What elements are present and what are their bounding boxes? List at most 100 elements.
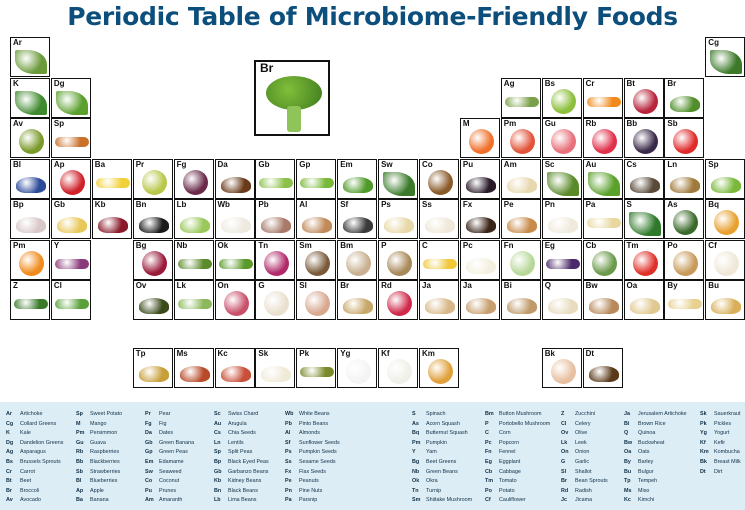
element-cell-by[interactable]: By	[664, 280, 705, 320]
element-cell-ar[interactable]: Ar	[10, 37, 50, 77]
element-cell-co[interactable]: Co	[419, 158, 459, 199]
element-cell-rb[interactable]: Rb	[582, 118, 623, 158]
element-cell-sk[interactable]: Sk	[255, 348, 296, 388]
element-cell-k[interactable]: K	[10, 77, 50, 118]
element-cell-as[interactable]: As	[664, 199, 705, 239]
element-cell-cr[interactable]: Cr	[582, 77, 623, 118]
element-cell-po[interactable]: Po	[664, 239, 705, 280]
element-cell-ms[interactable]: Ms	[173, 348, 214, 388]
featured-element-broccoli[interactable]: Br	[254, 60, 330, 136]
element-cell-br[interactable]: Br	[337, 280, 378, 320]
element-cell-oa[interactable]: Oa	[623, 280, 664, 320]
element-cell-gu[interactable]: Gu	[541, 118, 582, 158]
element-cell-kc[interactable]: Kc	[214, 348, 255, 388]
element-cell-am[interactable]: Am	[500, 158, 541, 199]
element-cell-ln[interactable]: Ln	[664, 158, 705, 199]
element-cell-fn[interactable]: Fn	[500, 239, 541, 280]
element-cell-gb[interactable]: Gb	[50, 199, 91, 239]
element-cell-pb[interactable]: Pb	[255, 199, 296, 239]
element-cell-sf[interactable]: Sf	[337, 199, 378, 239]
element-cell-z[interactable]: Z	[10, 280, 50, 320]
element-cell-dt[interactable]: Dt	[582, 348, 623, 388]
element-cell-sc[interactable]: Sc	[541, 158, 582, 199]
element-cell-tn[interactable]: Tn	[255, 239, 296, 280]
element-cell-ba[interactable]: Ba	[91, 158, 132, 199]
legend-symbol: Fg	[145, 420, 152, 427]
element-cell-cl[interactable]: Cl	[50, 280, 91, 320]
element-cell-tm[interactable]: Tm	[623, 239, 664, 280]
element-cell-bq[interactable]: Bq	[705, 199, 745, 239]
element-cell-av[interactable]: Av	[10, 118, 50, 158]
element-cell-bg[interactable]: Bg	[132, 239, 173, 280]
element-cell-pn[interactable]: Pn	[541, 199, 582, 239]
element-cell-pr[interactable]: Pr	[132, 158, 173, 199]
element-cell-tp[interactable]: Tp	[132, 348, 173, 388]
element-cell-pu[interactable]: Pu	[459, 158, 500, 199]
element-cell-sb[interactable]: Sb	[664, 118, 705, 158]
element-cell-ov[interactable]: Ov	[132, 280, 173, 320]
element-cell-dg[interactable]: Dg	[50, 77, 91, 118]
element-cell-sw[interactable]: Sw	[378, 158, 419, 199]
element-cell-sp[interactable]: Sp	[705, 158, 745, 199]
element-cell-yg[interactable]: Yg	[337, 348, 378, 388]
element-cell-bi[interactable]: Bi	[500, 280, 541, 320]
element-cell-pe[interactable]: Pe	[500, 199, 541, 239]
element-cell-ag[interactable]: Ag	[500, 77, 541, 118]
element-cell-s[interactable]: S	[623, 199, 664, 239]
element-cell-p[interactable]: P	[378, 239, 419, 280]
element-cell-bm[interactable]: Bm	[337, 239, 378, 280]
element-cell-on[interactable]: On	[214, 280, 255, 320]
element-cell-bu[interactable]: Bu	[705, 280, 745, 320]
element-cell-cb[interactable]: Cb	[582, 239, 623, 280]
element-cell-bb[interactable]: Bb	[623, 118, 664, 158]
element-cell-eg[interactable]: Eg	[541, 239, 582, 280]
element-cell-da[interactable]: Da	[214, 158, 255, 199]
element-cell-nb[interactable]: Nb	[173, 239, 214, 280]
element-cell-pc[interactable]: Pc	[459, 239, 500, 280]
element-cell-gp[interactable]: Gp	[296, 158, 337, 199]
element-cell-bp[interactable]: Bp	[10, 199, 50, 239]
element-cell-bk[interactable]: Bk	[541, 348, 582, 388]
element-cell-bl[interactable]: Bl	[10, 158, 50, 199]
element-cell-lb[interactable]: Lb	[173, 199, 214, 239]
element-cell-cf[interactable]: Cf	[705, 239, 745, 280]
element-cell-fg[interactable]: Fg	[173, 158, 214, 199]
element-cell-em[interactable]: Em	[337, 158, 378, 199]
element-cell-q[interactable]: Q	[541, 280, 582, 320]
element-cell-ja[interactable]: Ja	[459, 280, 500, 320]
element-cell-sl[interactable]: Sl	[296, 280, 337, 320]
element-cell-pk[interactable]: Pk	[296, 348, 337, 388]
element-cell-sm[interactable]: Sm	[296, 239, 337, 280]
element-cell-bw[interactable]: Bw	[582, 280, 623, 320]
element-cell-bn[interactable]: Bn	[132, 199, 173, 239]
element-cell-au[interactable]: Au	[582, 158, 623, 199]
element-symbol: Yg	[340, 349, 351, 358]
element-cell-ok[interactable]: Ok	[214, 239, 255, 280]
element-cell-ja[interactable]: Ja	[419, 280, 459, 320]
element-cell-g[interactable]: G	[255, 280, 296, 320]
element-cell-kf[interactable]: Kf	[378, 348, 419, 388]
element-cell-ps[interactable]: Ps	[378, 199, 419, 239]
element-cell-y[interactable]: Y	[50, 239, 91, 280]
element-cell-pm[interactable]: Pm	[10, 239, 50, 280]
element-cell-wb[interactable]: Wb	[214, 199, 255, 239]
element-cell-c[interactable]: C	[419, 239, 459, 280]
element-cell-cs[interactable]: Cs	[623, 158, 664, 199]
element-cell-br[interactable]: Br	[664, 77, 705, 118]
element-cell-gb[interactable]: Gb	[255, 158, 296, 199]
element-cell-sp[interactable]: Sp	[50, 118, 91, 158]
element-cell-al[interactable]: Al	[296, 199, 337, 239]
element-cell-fx[interactable]: Fx	[459, 199, 500, 239]
element-cell-ap[interactable]: Ap	[50, 158, 91, 199]
element-cell-ss[interactable]: Ss	[419, 199, 459, 239]
element-cell-bt[interactable]: Bt	[623, 77, 664, 118]
element-cell-kb[interactable]: Kb	[91, 199, 132, 239]
element-cell-rd[interactable]: Rd	[378, 280, 419, 320]
element-cell-lk[interactable]: Lk	[173, 280, 214, 320]
element-cell-pm[interactable]: Pm	[500, 118, 541, 158]
element-cell-bs[interactable]: Bs	[541, 77, 582, 118]
element-cell-cg[interactable]: Cg	[705, 37, 745, 77]
element-cell-km[interactable]: Km	[419, 348, 459, 388]
element-cell-m[interactable]: M	[459, 118, 500, 158]
element-cell-pa[interactable]: Pa	[582, 199, 623, 239]
